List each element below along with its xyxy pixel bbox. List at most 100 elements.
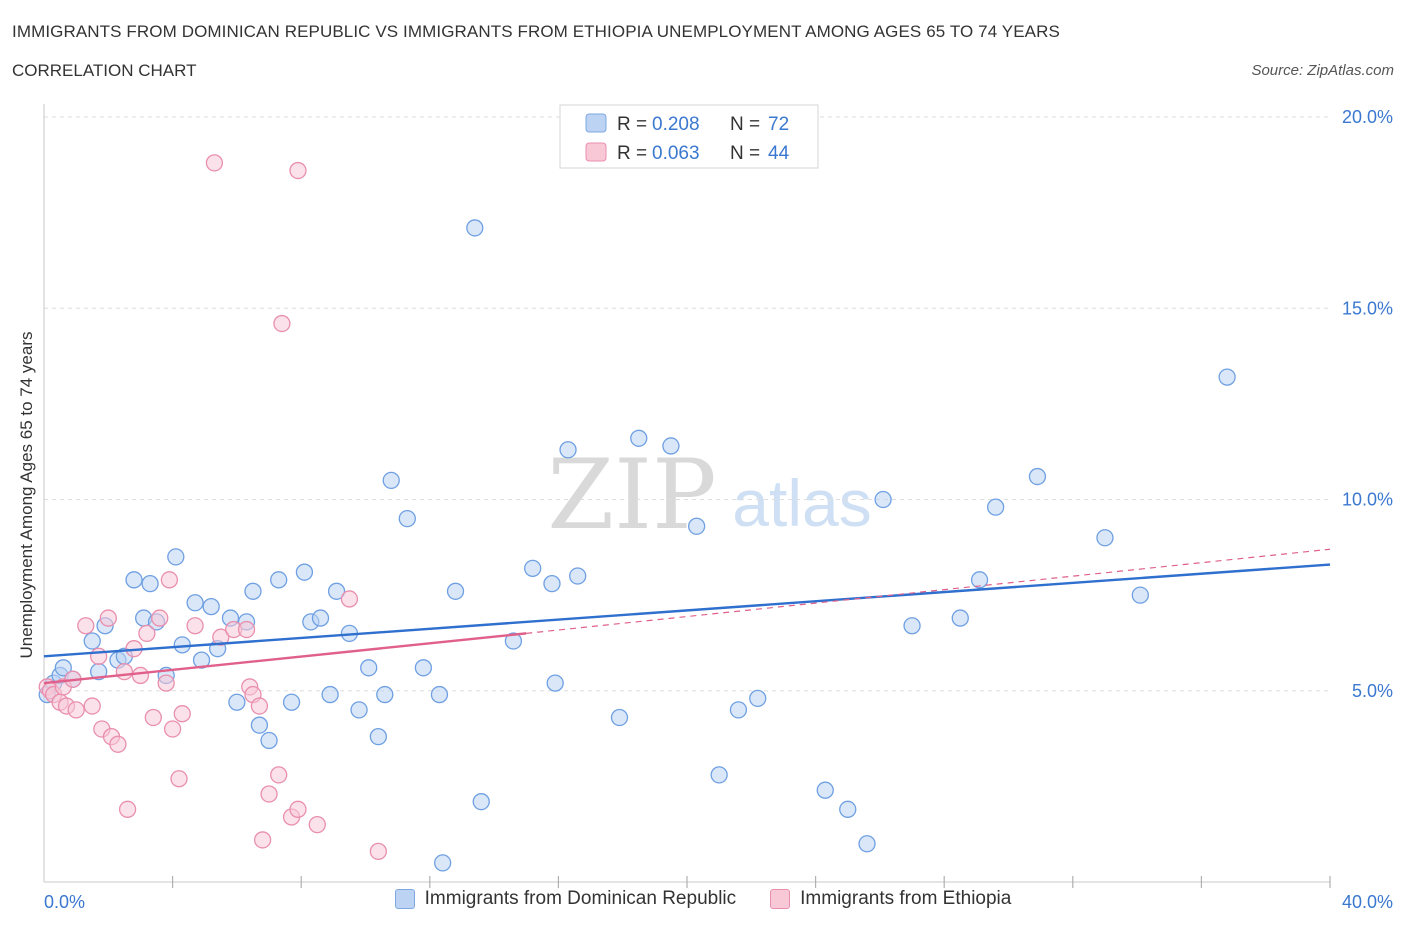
trend-line-ethiopia-extended [526, 548, 1331, 634]
dominican-point [282, 693, 301, 711]
stats-r-value-blue: 0.208 [652, 114, 700, 135]
series-ethiopia-points [38, 154, 388, 861]
dominican-point [569, 567, 587, 585]
dominican-point [186, 594, 204, 612]
dominican-point [986, 498, 1005, 516]
dominican-point [434, 854, 452, 872]
ethiopia-point [115, 662, 134, 681]
dominican-point [83, 632, 101, 650]
dominican-point [816, 781, 834, 799]
dominican-point [903, 617, 921, 635]
stats-swatch-pink [585, 142, 607, 162]
dominican-point [173, 636, 191, 654]
ethiopia-point [83, 697, 101, 715]
stats-n-label-pink: N = [730, 143, 760, 164]
ethiopia-point [212, 628, 230, 646]
ethiopia-point [90, 647, 108, 665]
ethiopia-point [173, 705, 191, 723]
dominican-point [260, 731, 278, 750]
stats-r-value-pink: 0.063 [652, 143, 700, 164]
dominican-point [858, 835, 876, 853]
ethiopia-point [237, 620, 256, 639]
y-tick-label: 15.0% [1342, 298, 1393, 318]
ethiopia-point [77, 617, 95, 635]
dominican-point [311, 609, 330, 627]
dominican-point [970, 571, 989, 589]
ethiopia-point [340, 590, 359, 608]
chart-subtitle: CORRELATION CHART [12, 61, 197, 80]
watermark-zip: ZIP [547, 439, 716, 551]
dominican-point [250, 716, 269, 734]
dominican-point [662, 437, 680, 455]
ethiopia-point [138, 624, 156, 643]
watermark-atlas: atlas [732, 466, 871, 540]
dominican-point [1218, 368, 1236, 386]
ethiopia-point [118, 800, 137, 818]
legend-label-ethiopia: Immigrants from Ethiopia [800, 888, 1012, 909]
dominican-point [839, 800, 857, 818]
dominican-point [710, 766, 728, 784]
ethiopia-point [273, 314, 291, 333]
ethiopia-point [144, 708, 162, 727]
dominican-point [543, 575, 561, 593]
ethiopia-point [99, 609, 117, 627]
legend-swatch-blue [394, 889, 415, 909]
dominican-point [951, 609, 969, 627]
dominican-point [398, 509, 416, 528]
dominican-point [125, 571, 143, 589]
legend-label-dominican: Immigrants from Dominican Republic [424, 888, 737, 909]
dominican-point [430, 685, 449, 704]
ethiopia-point [253, 831, 272, 849]
stats-n-value-pink: 44 [768, 143, 790, 164]
ethiopia-point [67, 701, 85, 719]
x-tick-label-min: 0.0% [44, 892, 85, 912]
series-legend: Immigrants from Dominican Republic Immig… [0, 888, 1406, 910]
ethiopia-point [157, 674, 175, 692]
dominican-point [559, 441, 577, 459]
y-tick-label: 20.0% [1342, 107, 1393, 127]
stats-r-label-blue: R = [617, 114, 647, 135]
ethiopia-point [163, 720, 182, 738]
y-axis-label: Unemployment Among Ages 65 to 74 years [17, 332, 36, 659]
ethiopia-point [131, 666, 150, 685]
x-tick-label-max: 40.0% [1342, 892, 1393, 912]
legend-item-dominican[interactable]: Immigrants from Dominican Republic [394, 888, 737, 910]
dominican-point [350, 701, 368, 719]
stats-legend: R = 0.208 N = 72 R = 0.063 N = 44 [559, 104, 819, 169]
ethiopia-point [151, 609, 169, 627]
stats-r-label-pink: R = [617, 143, 647, 164]
ethiopia-point [205, 154, 224, 172]
chart-title: IMMIGRANTS FROM DOMINICAN REPUBLIC VS IM… [12, 22, 1060, 41]
dominican-point [610, 708, 629, 727]
dominican-point [1028, 467, 1047, 486]
legend-swatch-pink [770, 889, 791, 909]
dominican-point [202, 597, 220, 616]
stats-swatch-blue [585, 113, 607, 133]
ethiopia-point [250, 697, 269, 715]
dominican-point [192, 651, 211, 669]
dominican-point [504, 632, 523, 650]
dominican-point [167, 548, 185, 566]
ethiopia-point [186, 617, 204, 635]
dominican-point [228, 693, 246, 711]
trend-line-dominican [43, 563, 1331, 658]
stats-n-value-blue: 72 [768, 114, 789, 135]
dominican-point [630, 429, 648, 447]
ethiopia-point [289, 161, 307, 180]
dominican-point [687, 517, 706, 535]
legend-item-ethiopia[interactable]: Immigrants from Ethiopia [770, 888, 1011, 910]
trend-line-ethiopia [43, 632, 527, 685]
dominican-point [749, 689, 767, 708]
dominican-point [360, 659, 378, 677]
ethiopia-point [170, 770, 188, 788]
y-tick-labels: 5.0% 10.0% 15.0% 20.0% [1342, 107, 1393, 701]
y-tick-label: 5.0% [1352, 681, 1393, 701]
ethiopia-point [289, 800, 307, 818]
dominican-point [295, 563, 314, 581]
dominican-point [1096, 529, 1114, 547]
stats-n-label-blue: N = [730, 114, 760, 135]
dominican-point [141, 575, 159, 593]
dominican-point [414, 659, 433, 677]
dominican-point [54, 659, 72, 677]
